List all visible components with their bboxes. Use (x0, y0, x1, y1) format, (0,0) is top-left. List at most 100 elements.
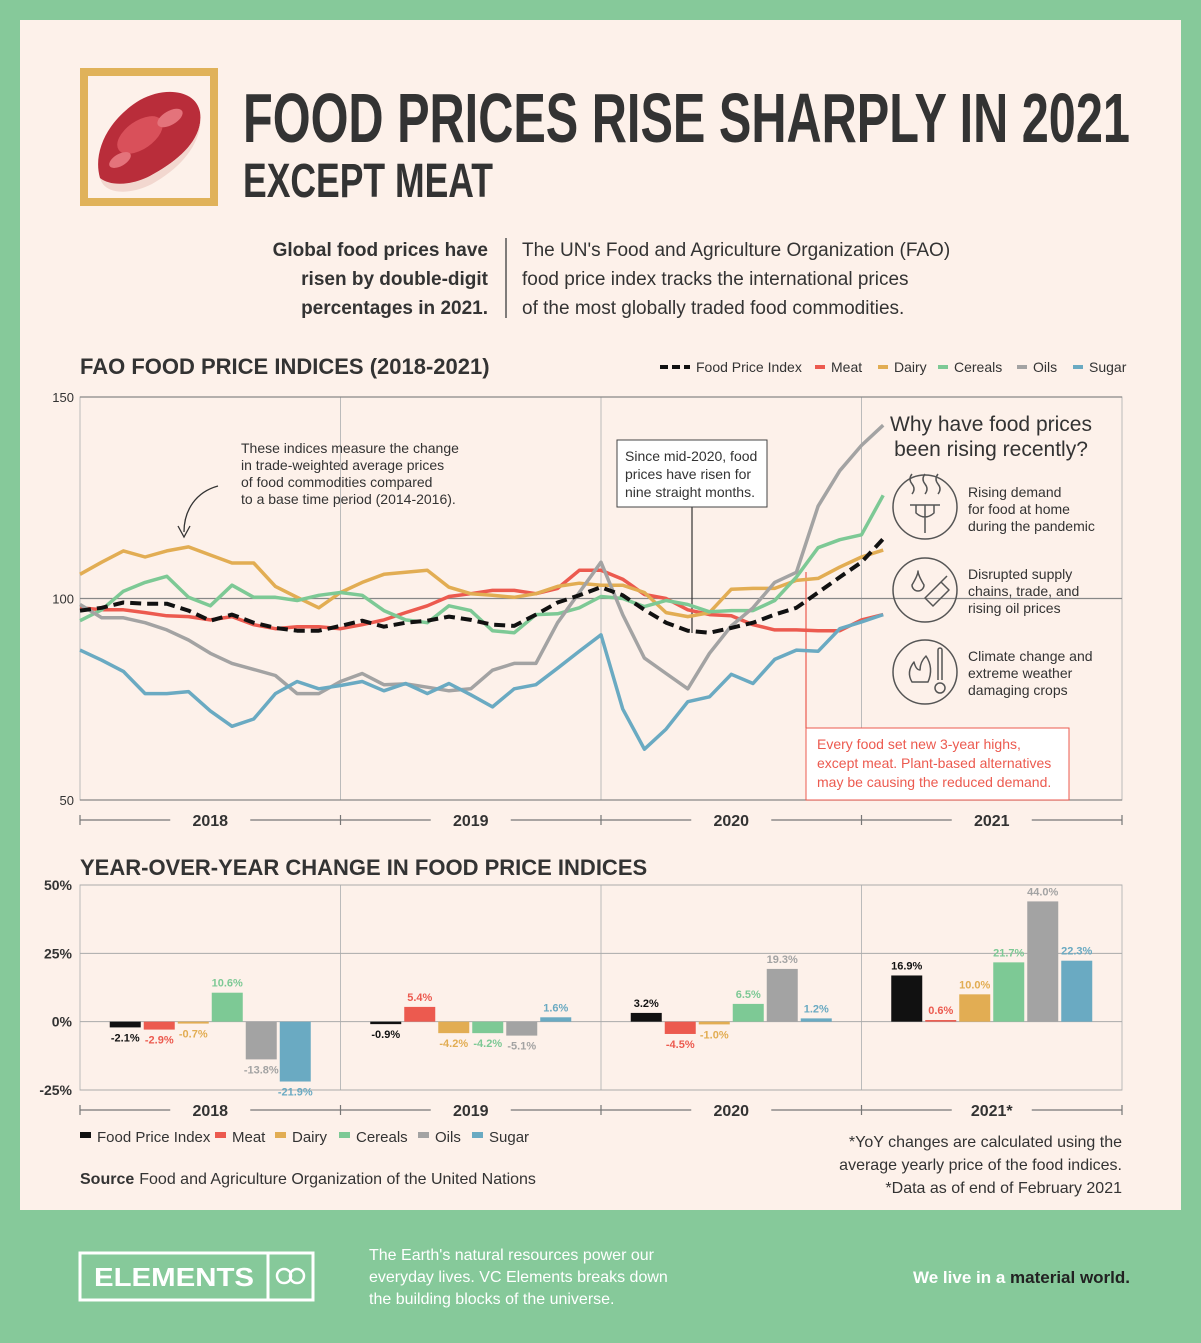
legend-swatch (215, 1132, 226, 1138)
value-label: -2.1% (111, 1032, 140, 1044)
sidebar-title: been rising recently? (894, 438, 1088, 461)
x-label-backdrop (430, 810, 511, 830)
x-tick-label: 2021* (971, 1103, 1014, 1120)
value-label: -4.2% (439, 1038, 468, 1050)
bar (109, 1021, 141, 1028)
intro-line: risen by double-digit (301, 269, 489, 290)
bar-chart: -25%0%25%50%2018 2019 2020 2021*-2.1% -2.9%-… (39, 877, 1123, 1146)
intro-line: Global food prices have (273, 240, 488, 261)
annotation-line: in trade-weighted average prices (241, 457, 444, 473)
legend-label: Dairy (292, 1129, 328, 1146)
legend-label: Cereals (954, 359, 1002, 375)
value-label: -0.7% (179, 1029, 208, 1041)
x-tick-label: 2020 (713, 813, 749, 830)
y-tick-label: 50 (60, 793, 74, 808)
value-label: 22.3% (1061, 946, 1092, 958)
bar (438, 1021, 470, 1034)
value-label: 6.5% (736, 989, 761, 1001)
legend-swatch (80, 1132, 91, 1138)
intro-text: The UN's Food and Agriculture Organizati… (522, 240, 950, 319)
legend-label: Cereals (356, 1129, 408, 1146)
bar (800, 1018, 832, 1022)
bar (630, 1012, 662, 1022)
sidebar-item-line: extreme weather (968, 665, 1073, 681)
value-label: 3.2% (634, 998, 659, 1010)
value-label: 10.0% (959, 979, 990, 991)
value-label: 10.6% (212, 978, 243, 990)
value-label: -5.1% (507, 1041, 536, 1053)
sidebar-icon-glyph (911, 570, 950, 607)
legend-swatch (418, 1132, 429, 1138)
annotation-line: Every food set new 3-year highs, (817, 736, 1021, 752)
value-label: -4.2% (473, 1038, 502, 1050)
note-line: *Data as of end of February 2021 (885, 1180, 1122, 1197)
x-tick-label: 2020 (713, 1103, 749, 1120)
y-tick-label: 150 (52, 390, 74, 405)
value-label: 1.2% (804, 1003, 829, 1015)
blurb-line: everyday lives. VC Elements breaks down (369, 1269, 668, 1286)
legend-swatch (472, 1132, 483, 1138)
source-text: Food and Agriculture Organization of the… (139, 1171, 536, 1188)
value-label: -1.0% (700, 1029, 729, 1041)
annotation-arrowhead (177, 525, 191, 539)
tagline: We live in a material world. (913, 1268, 1130, 1287)
annotation-line: These indices measure the change (241, 440, 459, 456)
legend-label: Oils (435, 1129, 461, 1146)
annotation-line: Since mid-2020, food (625, 448, 757, 464)
value-label: 21.7% (993, 947, 1024, 959)
bar (245, 1021, 277, 1060)
annotation-box (616, 439, 768, 508)
bar (540, 1017, 572, 1022)
sidebar-item-line: rising oil prices (968, 600, 1061, 616)
annotation-box (805, 727, 1070, 801)
page-subtitle: EXCEPT MEAT (243, 155, 493, 208)
x-label-backdrop (170, 1100, 251, 1120)
annotation-line: of food commodities compared (241, 474, 432, 490)
notes: *YoY changes are calculated using the ave… (839, 1134, 1122, 1197)
sidebar-title: Why have food prices (890, 413, 1092, 436)
y-tick-label: 100 (52, 592, 74, 607)
y-tick-label: 25% (44, 945, 73, 961)
annotation-line: except meat. Plant-based alternatives (817, 755, 1051, 771)
sidebar-icon-glyph (909, 473, 941, 533)
sidebar-item-line: chains, trade, and (968, 583, 1079, 599)
legend-label: Food Price Index (97, 1129, 211, 1146)
meat-image (80, 68, 218, 206)
x-tick-label: 2019 (453, 1103, 489, 1120)
sidebar-item-line: Disrupted supply (968, 566, 1072, 582)
sidebar-item-line: Rising demand (968, 484, 1061, 500)
footer-blurb: The Earth's natural resources power our e… (369, 1247, 668, 1308)
x-tick-label: 2018 (192, 1103, 228, 1120)
legend-label: Food Price Index (696, 359, 802, 375)
series-line (79, 537, 885, 635)
source: Source Food and Agriculture Organization … (80, 1171, 536, 1188)
legend-label: Dairy (894, 359, 927, 375)
annotation-arrow (183, 485, 219, 533)
value-label: -2.9% (145, 1035, 174, 1047)
series-line (79, 612, 884, 751)
value-label: -4.5% (666, 1039, 695, 1051)
legend-label: Oils (1033, 359, 1057, 375)
bar (766, 968, 798, 1022)
x-tick-label: 2018 (192, 813, 228, 830)
legend-swatch (339, 1132, 350, 1138)
bar (698, 1021, 730, 1025)
bar (177, 1021, 209, 1024)
bar (732, 1003, 764, 1022)
page-title: FOOD PRICES RISE SHARPLY IN 2021 (243, 79, 1130, 157)
sidebar-item-line: for food at home (968, 501, 1070, 517)
sidebar-icon-glyph (908, 647, 946, 694)
sidebar-icon (892, 639, 958, 705)
chart-title: YEAR-OVER-YEAR CHANGE IN FOOD PRICE INDI… (80, 855, 647, 880)
intro-line: The UN's Food and Agriculture Organizati… (522, 240, 950, 261)
value-label: -0.9% (371, 1029, 400, 1041)
bar (959, 994, 991, 1022)
bar (891, 975, 923, 1022)
tagline-emphasis: material world. (1010, 1268, 1130, 1287)
value-label: 1.6% (543, 1002, 568, 1014)
value-label: -21.9% (278, 1087, 313, 1099)
blurb-line: the building blocks of the universe. (369, 1291, 614, 1308)
bar (370, 1021, 402, 1025)
bar (993, 962, 1025, 1022)
